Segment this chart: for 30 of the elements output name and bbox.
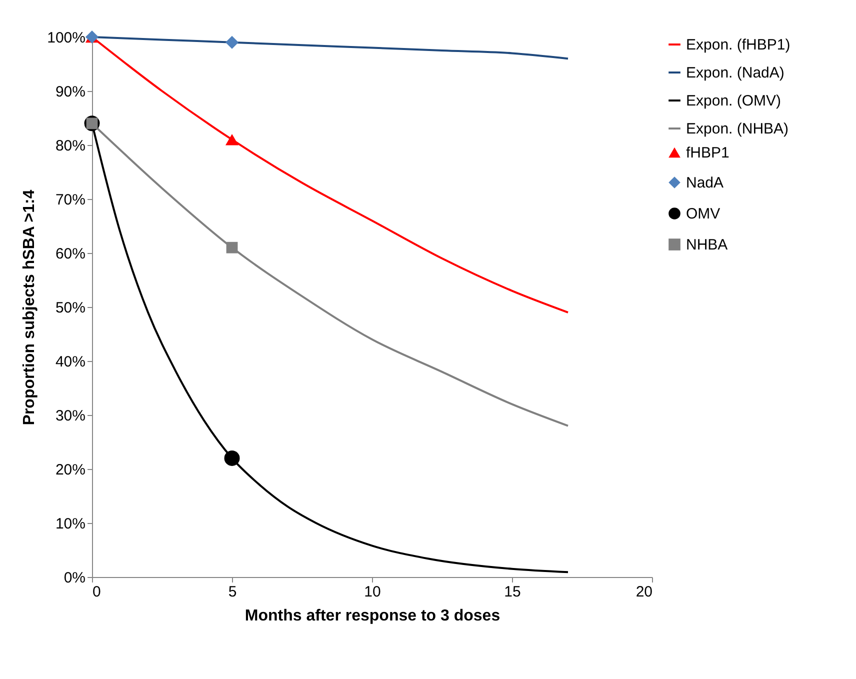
y-tick-label: 40% <box>55 354 86 370</box>
point <box>224 450 240 466</box>
y-tick-label: 80% <box>55 138 86 154</box>
y-tick-label: 50% <box>55 300 86 316</box>
x-tick-label: 15 <box>504 584 521 600</box>
y-tick-label: 0% <box>64 570 86 586</box>
y-tick-label: 100% <box>47 30 86 46</box>
y-tick-label: 30% <box>55 408 86 424</box>
y-tick-label: 10% <box>55 516 86 532</box>
legend-label: OMV <box>686 206 720 222</box>
y-tick-label: 90% <box>55 84 86 100</box>
point <box>225 134 239 146</box>
legend-label: Expon. (NadA) <box>686 64 784 82</box>
y-tick-label: 70% <box>55 192 86 208</box>
x-tick-label: 20 <box>636 584 652 600</box>
legend-label: Expon. (OMV) <box>686 92 782 110</box>
legend-label: NadA <box>686 174 724 192</box>
x-tick-label: 5 <box>228 584 237 600</box>
point <box>225 36 239 49</box>
legend-label: fHBP1 <box>686 144 730 162</box>
y-tick-label: 20% <box>55 462 86 478</box>
y-axis-title: Proportion subjects hSBA >1:4 <box>21 190 38 426</box>
x-axis-title: Months after response to 3 doses <box>244 608 500 624</box>
legend-label: Expon. (fHBP1) <box>686 36 790 54</box>
y-tick-label: 60% <box>55 246 86 262</box>
x-tick-label: 10 <box>364 584 381 600</box>
point <box>226 242 238 254</box>
legend-label: NHBA <box>686 236 728 254</box>
x-tick-label: 0 <box>92 584 101 600</box>
legend-label: Expon. (NHBA) <box>686 120 789 138</box>
